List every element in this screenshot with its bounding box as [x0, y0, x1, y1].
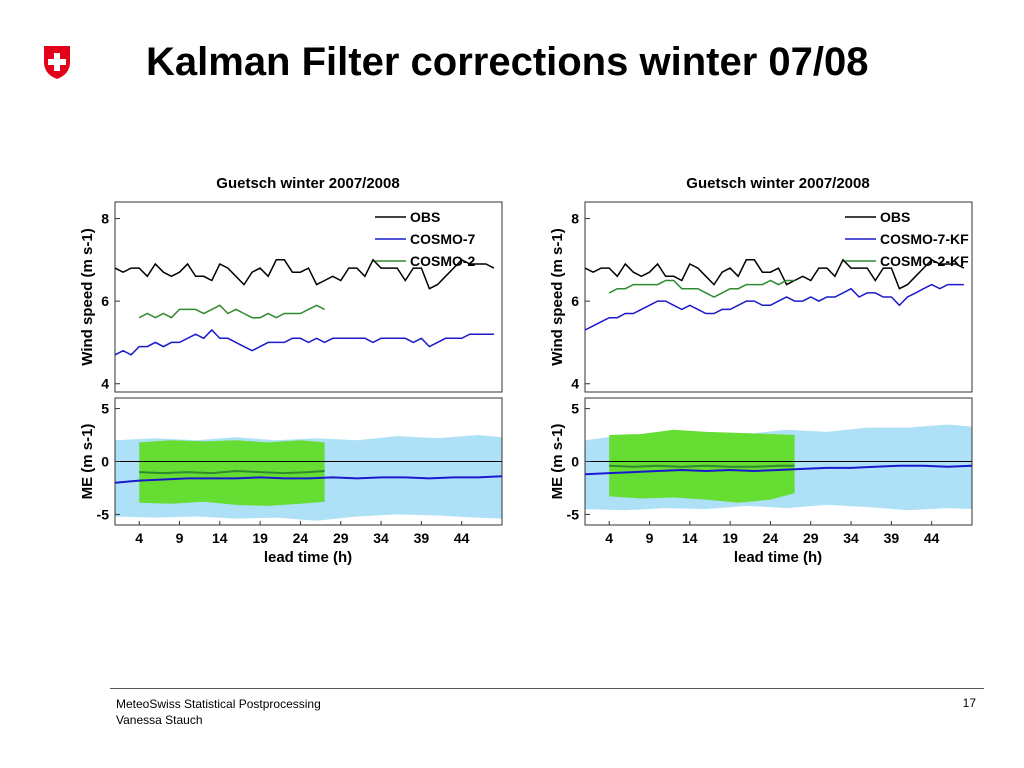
xtick-label: 34 — [843, 530, 859, 546]
series-line-cosmo-7 — [114, 328, 494, 356]
ytick-label: 6 — [571, 293, 579, 309]
band-cosmo2 — [139, 440, 325, 506]
legend-label: OBS — [410, 209, 440, 225]
xtick-label: 19 — [722, 530, 738, 546]
xtick-label: 14 — [212, 530, 228, 546]
legend-label: COSMO-7-KF — [880, 231, 969, 247]
swiss-flag-logo-icon — [44, 46, 70, 79]
series-line-obs — [584, 258, 965, 290]
series-line-cosmo-2 — [138, 304, 325, 319]
chart-svg-1: Guetsch winter 2007/2008 OBS COSMO-7-KF COS… — [549, 175, 973, 566]
series-line-cosmo-2-kf — [608, 279, 795, 298]
footer-line-2: Vanessa Stauch — [116, 713, 203, 727]
xtick-label: 9 — [176, 530, 184, 546]
legend-label: COSMO-2 — [410, 253, 476, 269]
legend-label: OBS — [880, 209, 910, 225]
xtick-label: 39 — [884, 530, 900, 546]
series-line-cosmo-7-kf — [584, 283, 964, 331]
xtick-label: 9 — [646, 530, 654, 546]
xtick-label: 24 — [293, 530, 309, 546]
chart-left: Guetsch winter 2007/2008 OBS COSMO-7 COSMO-… — [40, 160, 510, 580]
page-number: 17 — [962, 696, 976, 710]
footer-line-1: MeteoSwiss Statistical Postprocessing — [116, 697, 321, 711]
x-axis-label: lead time (h) — [264, 549, 352, 566]
y-axis-label-top: Wind speed (m s-1) — [79, 228, 96, 365]
chart-title: Guetsch winter 2007/2008 — [216, 175, 399, 192]
me-line-cosmo-7-kf — [584, 464, 973, 476]
footer-divider — [110, 688, 984, 689]
me-line-cosmo-7 — [114, 475, 503, 484]
y-axis-label-top: Wind speed (m s-1) — [549, 228, 566, 365]
x-axis-label: lead time (h) — [734, 549, 822, 566]
xtick-label: 19 — [252, 530, 268, 546]
ytick-label: -5 — [567, 506, 580, 522]
ytick-label: 8 — [101, 211, 109, 227]
chart-right: Guetsch winter 2007/2008 OBS COSMO-7-KF COS… — [510, 160, 980, 580]
footer-text: MeteoSwiss Statistical Postprocessing Va… — [116, 696, 321, 728]
legend-label: COSMO-2-KF — [880, 253, 969, 269]
xtick-label: 4 — [135, 530, 143, 546]
xtick-label: 4 — [605, 530, 613, 546]
ytick-label: 6 — [101, 293, 109, 309]
top-panel-frame — [114, 201, 503, 393]
chart-svg-0: Guetsch winter 2007/2008 OBS COSMO-7 COSMO-… — [79, 175, 503, 566]
legend-label: COSMO-7 — [410, 231, 476, 247]
slide-title: Kalman Filter corrections winter 07/08 — [146, 40, 869, 84]
me-line-cosmo-2 — [139, 469, 325, 475]
chart-title: Guetsch winter 2007/2008 — [686, 175, 869, 192]
xtick-label: 24 — [763, 530, 779, 546]
ytick-label: 5 — [571, 401, 579, 417]
y-axis-label-bottom: ME (m s-1) — [79, 424, 96, 500]
xtick-label: 39 — [414, 530, 430, 546]
xtick-label: 29 — [803, 530, 819, 546]
ytick-label: 0 — [571, 454, 579, 470]
xtick-label: 34 — [373, 530, 389, 546]
xtick-label: 44 — [454, 530, 470, 546]
xtick-label: 44 — [924, 530, 940, 546]
me-line-cosmo-2-kf — [609, 464, 795, 468]
xtick-label: 29 — [333, 530, 349, 546]
ytick-label: 5 — [101, 401, 109, 417]
ytick-label: 4 — [571, 376, 579, 392]
ytick-label: 0 — [101, 454, 109, 470]
ytick-label: -5 — [97, 506, 110, 522]
series-line-obs — [114, 258, 495, 290]
ytick-label: 8 — [571, 211, 579, 227]
y-axis-label-bottom: ME (m s-1) — [549, 424, 566, 500]
ytick-label: 4 — [101, 376, 109, 392]
xtick-label: 14 — [682, 530, 698, 546]
